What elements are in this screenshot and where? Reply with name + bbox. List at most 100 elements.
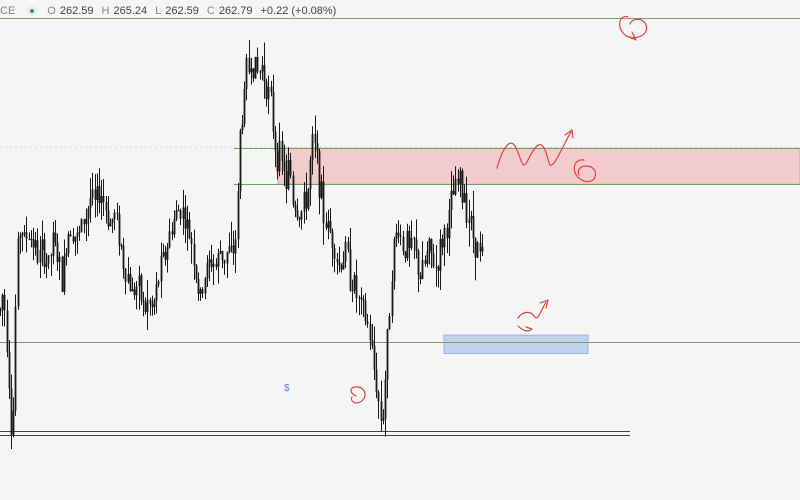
candle-body [408,230,411,249]
candle-body [41,239,44,250]
candle-body [448,209,451,239]
candle-body [144,302,147,313]
candle-body [355,275,358,298]
candle-body [461,170,464,203]
candle-body [305,191,308,209]
candle-body [98,186,101,204]
candle-body [14,306,17,411]
candle-body [175,210,178,220]
candle-body [237,191,240,240]
candle-body [404,251,407,259]
candle-body [199,289,202,294]
candle-body [140,275,143,301]
candle-body [303,191,306,212]
candle-body [329,220,332,232]
high-key: H [101,5,110,17]
candle-body [184,207,187,229]
loop-drawing-bottom[interactable] [350,386,366,404]
candle-body [8,352,11,389]
candle-body [314,134,317,144]
candle-body [316,143,319,152]
candle-body [245,57,248,90]
candle-body [25,232,28,239]
candle-body [320,181,323,198]
loop-drawing-zone[interactable] [573,159,597,183]
candle-body [58,256,61,263]
candle-body [435,266,438,268]
candle-body [149,299,152,305]
candle-body [47,255,50,264]
candle-body [470,215,473,219]
candle-body [228,246,231,252]
candle-body [111,219,114,224]
candle-body [397,232,400,236]
candle-body [127,274,130,282]
candle-body [353,275,356,291]
candle-body [135,286,138,296]
candle-body [74,236,77,242]
candle-body [193,243,196,266]
candle-body [428,239,431,252]
candle-body [87,208,90,219]
candle-body [256,56,259,72]
candle-body [67,234,70,254]
candle-body [454,178,457,195]
demand-zone-rect[interactable] [443,334,589,355]
candle-body [327,220,330,229]
candle-body [430,239,433,254]
candle-body [311,134,314,160]
candle-body [102,196,105,203]
supply-zone-rect[interactable] [277,147,800,185]
candle-body [85,218,88,225]
candle-body [96,186,99,200]
candle-body [116,212,119,214]
candle-body [91,189,94,198]
candle-body [259,71,262,73]
candle-body [129,274,132,292]
candle-body [164,251,167,260]
candle-body [358,297,361,299]
candle-body [63,256,66,292]
candle-body [206,262,209,279]
candle-body [50,255,53,257]
candle-body [309,159,312,189]
candle-body [468,218,471,223]
candle-body [131,289,134,292]
candle-body [217,253,220,267]
candle-body [195,265,198,280]
candle-body [439,238,442,271]
candle-body [210,259,213,268]
candle-body [347,241,350,250]
candle-body [289,160,292,176]
candle-body [393,239,396,282]
candle-body [340,265,343,270]
candle-body [472,215,475,239]
candle-body [364,300,367,322]
candle-body [160,255,163,282]
candle-body [105,202,108,211]
candle-body [373,345,376,370]
candle-body [138,275,141,287]
swing-arrow-drawing[interactable] [517,299,549,332]
visibility-eye-icon[interactable] [27,6,38,16]
candle-body [190,238,193,244]
candle-body [168,231,171,248]
candle-body [441,238,444,248]
candle-body [166,247,169,260]
candle-body [89,197,92,209]
candle-body [263,65,266,82]
candle-body [234,239,237,254]
candle-body [54,232,57,243]
candle-body [215,263,218,267]
candle-body [3,294,6,311]
loop-arrow-drawing-top[interactable] [619,15,648,41]
candle-body [338,262,341,266]
dividend-marker[interactable]: $ [284,383,290,394]
wave-arrow-drawing[interactable] [496,129,574,169]
candle-body [272,91,275,132]
candle-body [21,233,24,236]
candle-body [182,207,185,219]
candle-body [452,190,455,195]
